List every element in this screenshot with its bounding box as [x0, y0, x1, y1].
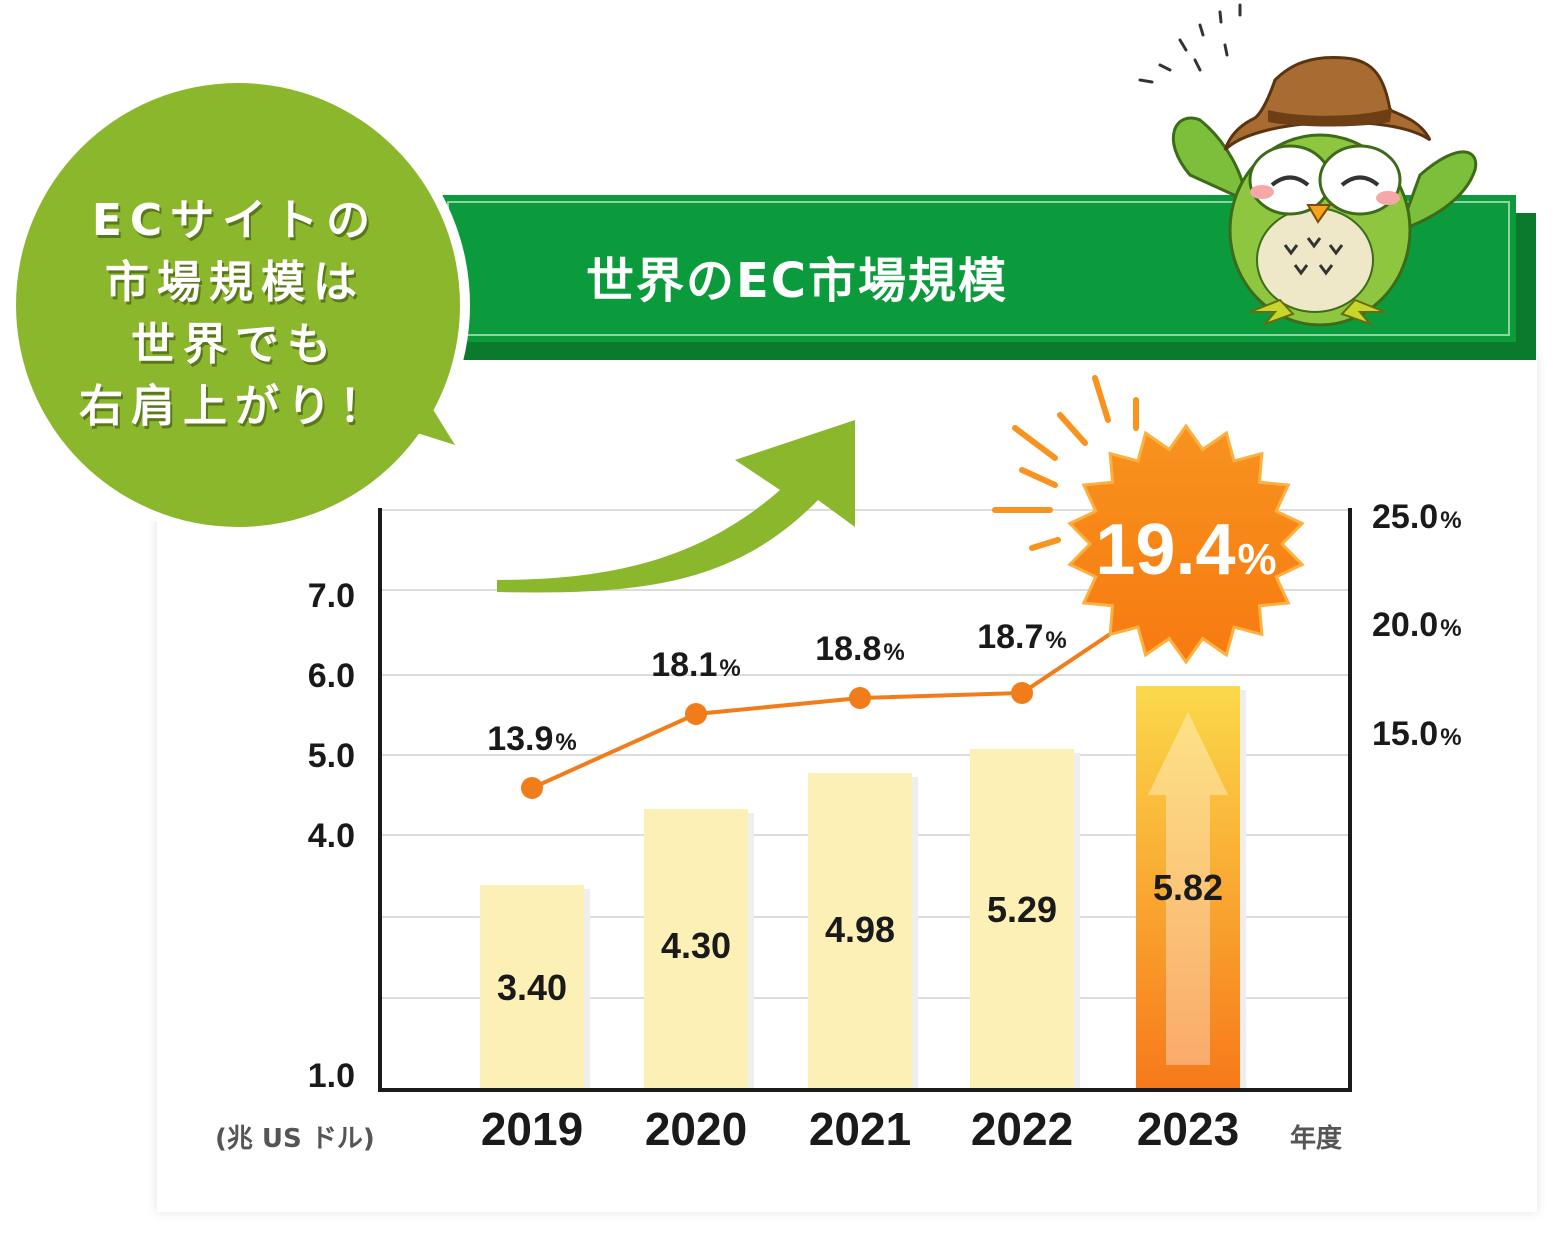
line-point-label: 18.1% [651, 646, 741, 684]
line-point [849, 687, 871, 709]
bar-value-label: 5.82 [1153, 867, 1223, 908]
line-point-label: 18.8% [815, 630, 905, 668]
bars: 3.40 4.30 4.98 5.29 5.82 [480, 686, 1246, 1088]
right-tick-label: 25.0% [1372, 498, 1462, 536]
growth-line [531, 580, 1190, 790]
left-tick-label: 7.0 [308, 577, 355, 615]
left-tick-label: 1.0 [308, 1057, 355, 1095]
x-label-2020: 2020 [645, 1103, 747, 1155]
bar-up-arrow-icon [1148, 712, 1228, 1065]
bar-2022 [970, 749, 1074, 1088]
bubble-line-1: ECサイトの [91, 195, 379, 246]
x-axis-unit: 年度 [1290, 1123, 1342, 1154]
bar-value-label: 4.30 [661, 925, 731, 966]
sparkle-lines [1138, 3, 1242, 84]
bar-value-label: 5.29 [987, 889, 1057, 930]
highlight-value: 19.4% [1095, 510, 1276, 590]
bubble-line-4: 右肩上がり！ [79, 381, 391, 432]
left-axis-ticks: 1.0 4.0 5.0 6.0 7.0 [308, 577, 355, 1095]
left-axis-unit: (兆 US ドル) [215, 1124, 375, 1154]
bar-2021 [808, 773, 912, 1088]
x-axis-labels: 2019 2020 2021 2022 2023 [481, 1103, 1239, 1155]
x-label-2022: 2022 [971, 1103, 1073, 1155]
bar-2023 [1136, 686, 1240, 1088]
page-title: 世界のEC市場規模 [586, 253, 1009, 309]
trend-arrow [497, 420, 855, 593]
burst-rays [992, 375, 1139, 551]
starburst [1067, 423, 1305, 665]
x-label-2021: 2021 [809, 1103, 911, 1155]
left-tick-label: 5.0 [308, 737, 355, 775]
line-point-label: 13.9% [487, 720, 577, 758]
speech-bubble [6, 73, 470, 537]
bar-2019 [480, 885, 584, 1088]
bar-value-label: 3.40 [497, 967, 567, 1008]
right-tick-label: 20.0% [1372, 606, 1462, 644]
bar-value-label: 4.98 [825, 909, 895, 950]
line-point [685, 703, 707, 725]
bar-2020 [644, 809, 748, 1088]
bubble-line-3: 世界でも [131, 319, 339, 370]
line-point [521, 777, 543, 799]
right-axis-ticks: 15.0% 20.0% 25.0% [1372, 498, 1462, 753]
owl-mascot-icon [1138, 3, 1478, 327]
line-point-label: 18.7% [977, 618, 1067, 656]
bubble-line-2: 市場規模は [105, 257, 365, 308]
speech-bubble-text: ECサイトの 市場規模は 世界でも 右肩上がり！ [40, 190, 430, 438]
x-label-2023: 2023 [1137, 1103, 1239, 1155]
x-label-2019: 2019 [481, 1103, 583, 1155]
right-tick-label: 15.0% [1372, 715, 1462, 753]
line-point [1011, 682, 1033, 704]
highlight-badge: 19.4% [992, 375, 1305, 665]
left-tick-label: 6.0 [308, 657, 355, 695]
left-tick-label: 4.0 [308, 817, 355, 855]
growth-line-series: 13.9% 18.1% 18.8% 18.7% [487, 580, 1190, 799]
